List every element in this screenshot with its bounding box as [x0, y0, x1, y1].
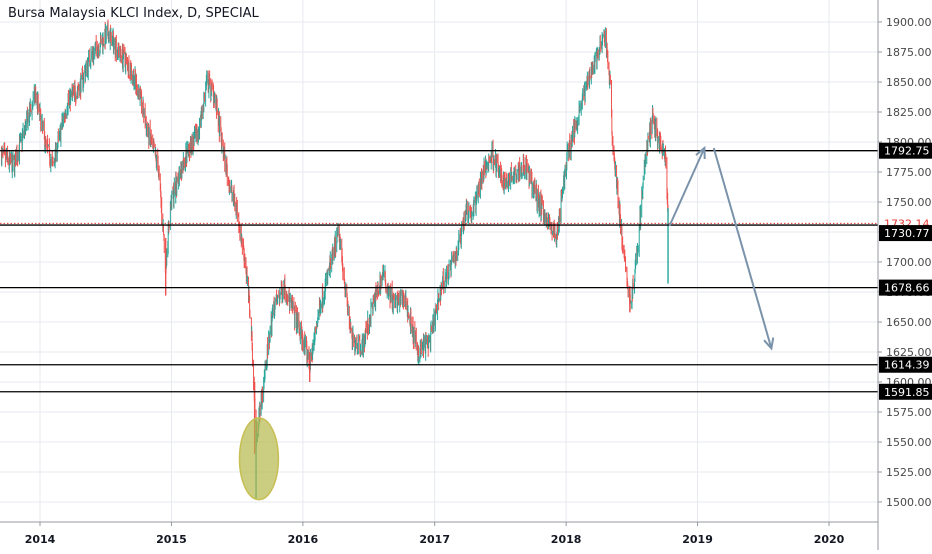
- horizontal-lines: [0, 150, 878, 393]
- y-tick-label: 1700.00: [886, 256, 932, 269]
- x-tick-label: 2020: [814, 533, 845, 546]
- y-tick-label: 1575.00: [886, 406, 932, 419]
- hline-price-label: 1678.66: [884, 282, 930, 295]
- hline-price-label-bg: [879, 356, 932, 373]
- y-tick-label: 1775.00: [886, 166, 932, 179]
- price-labels: 1792.751730.771678.661614.391591.851732.…: [879, 142, 932, 400]
- hline-price-label-bg: [879, 225, 932, 242]
- forecast-arrow: [668, 147, 706, 227]
- y-tick-label: 1525.00: [886, 466, 932, 479]
- hline-price-label: 1591.85: [884, 386, 930, 399]
- annotations: [238, 145, 775, 501]
- x-tick-label: 2017: [419, 533, 450, 546]
- y-tick-label: 1850.00: [886, 76, 932, 89]
- hline-price-label-bg: [879, 142, 932, 159]
- y-tick-label: 1550.00: [886, 436, 932, 449]
- y-tick-label: 1900.00: [886, 16, 932, 29]
- chart-title: Bursa Malaysia KLCI Index, D, SPECIAL: [8, 6, 259, 21]
- candles: [0, 19, 669, 499]
- hline-price-label-bg: [879, 383, 932, 400]
- y-tick-label: 1750.00: [886, 196, 932, 209]
- hline-price-label-bg: [879, 279, 932, 296]
- forecast-arrow: [712, 147, 773, 349]
- y-tick-label: 1500.00: [886, 496, 932, 509]
- x-tick-label: 2015: [156, 533, 187, 546]
- y-tick-label: 1825.00: [886, 106, 932, 119]
- y-tick-label: 1875.00: [886, 46, 932, 59]
- x-tick-label: 2018: [551, 533, 582, 546]
- arrow-head: [695, 145, 706, 160]
- grid: [0, 0, 878, 522]
- x-tick-label: 2014: [25, 533, 56, 546]
- y-tick-label: 1650.00: [886, 316, 932, 329]
- hline-price-label: 1614.39: [884, 359, 930, 372]
- hline-price-label: 1730.77: [884, 227, 930, 240]
- highlight-ellipse: [238, 417, 280, 501]
- y-tick-label: 1625.00: [886, 346, 932, 359]
- hline-price-label: 1792.75: [884, 145, 930, 158]
- x-tick-label: 2016: [288, 533, 319, 546]
- arrow-head: [763, 337, 775, 351]
- x-tick-label: 2019: [682, 533, 713, 546]
